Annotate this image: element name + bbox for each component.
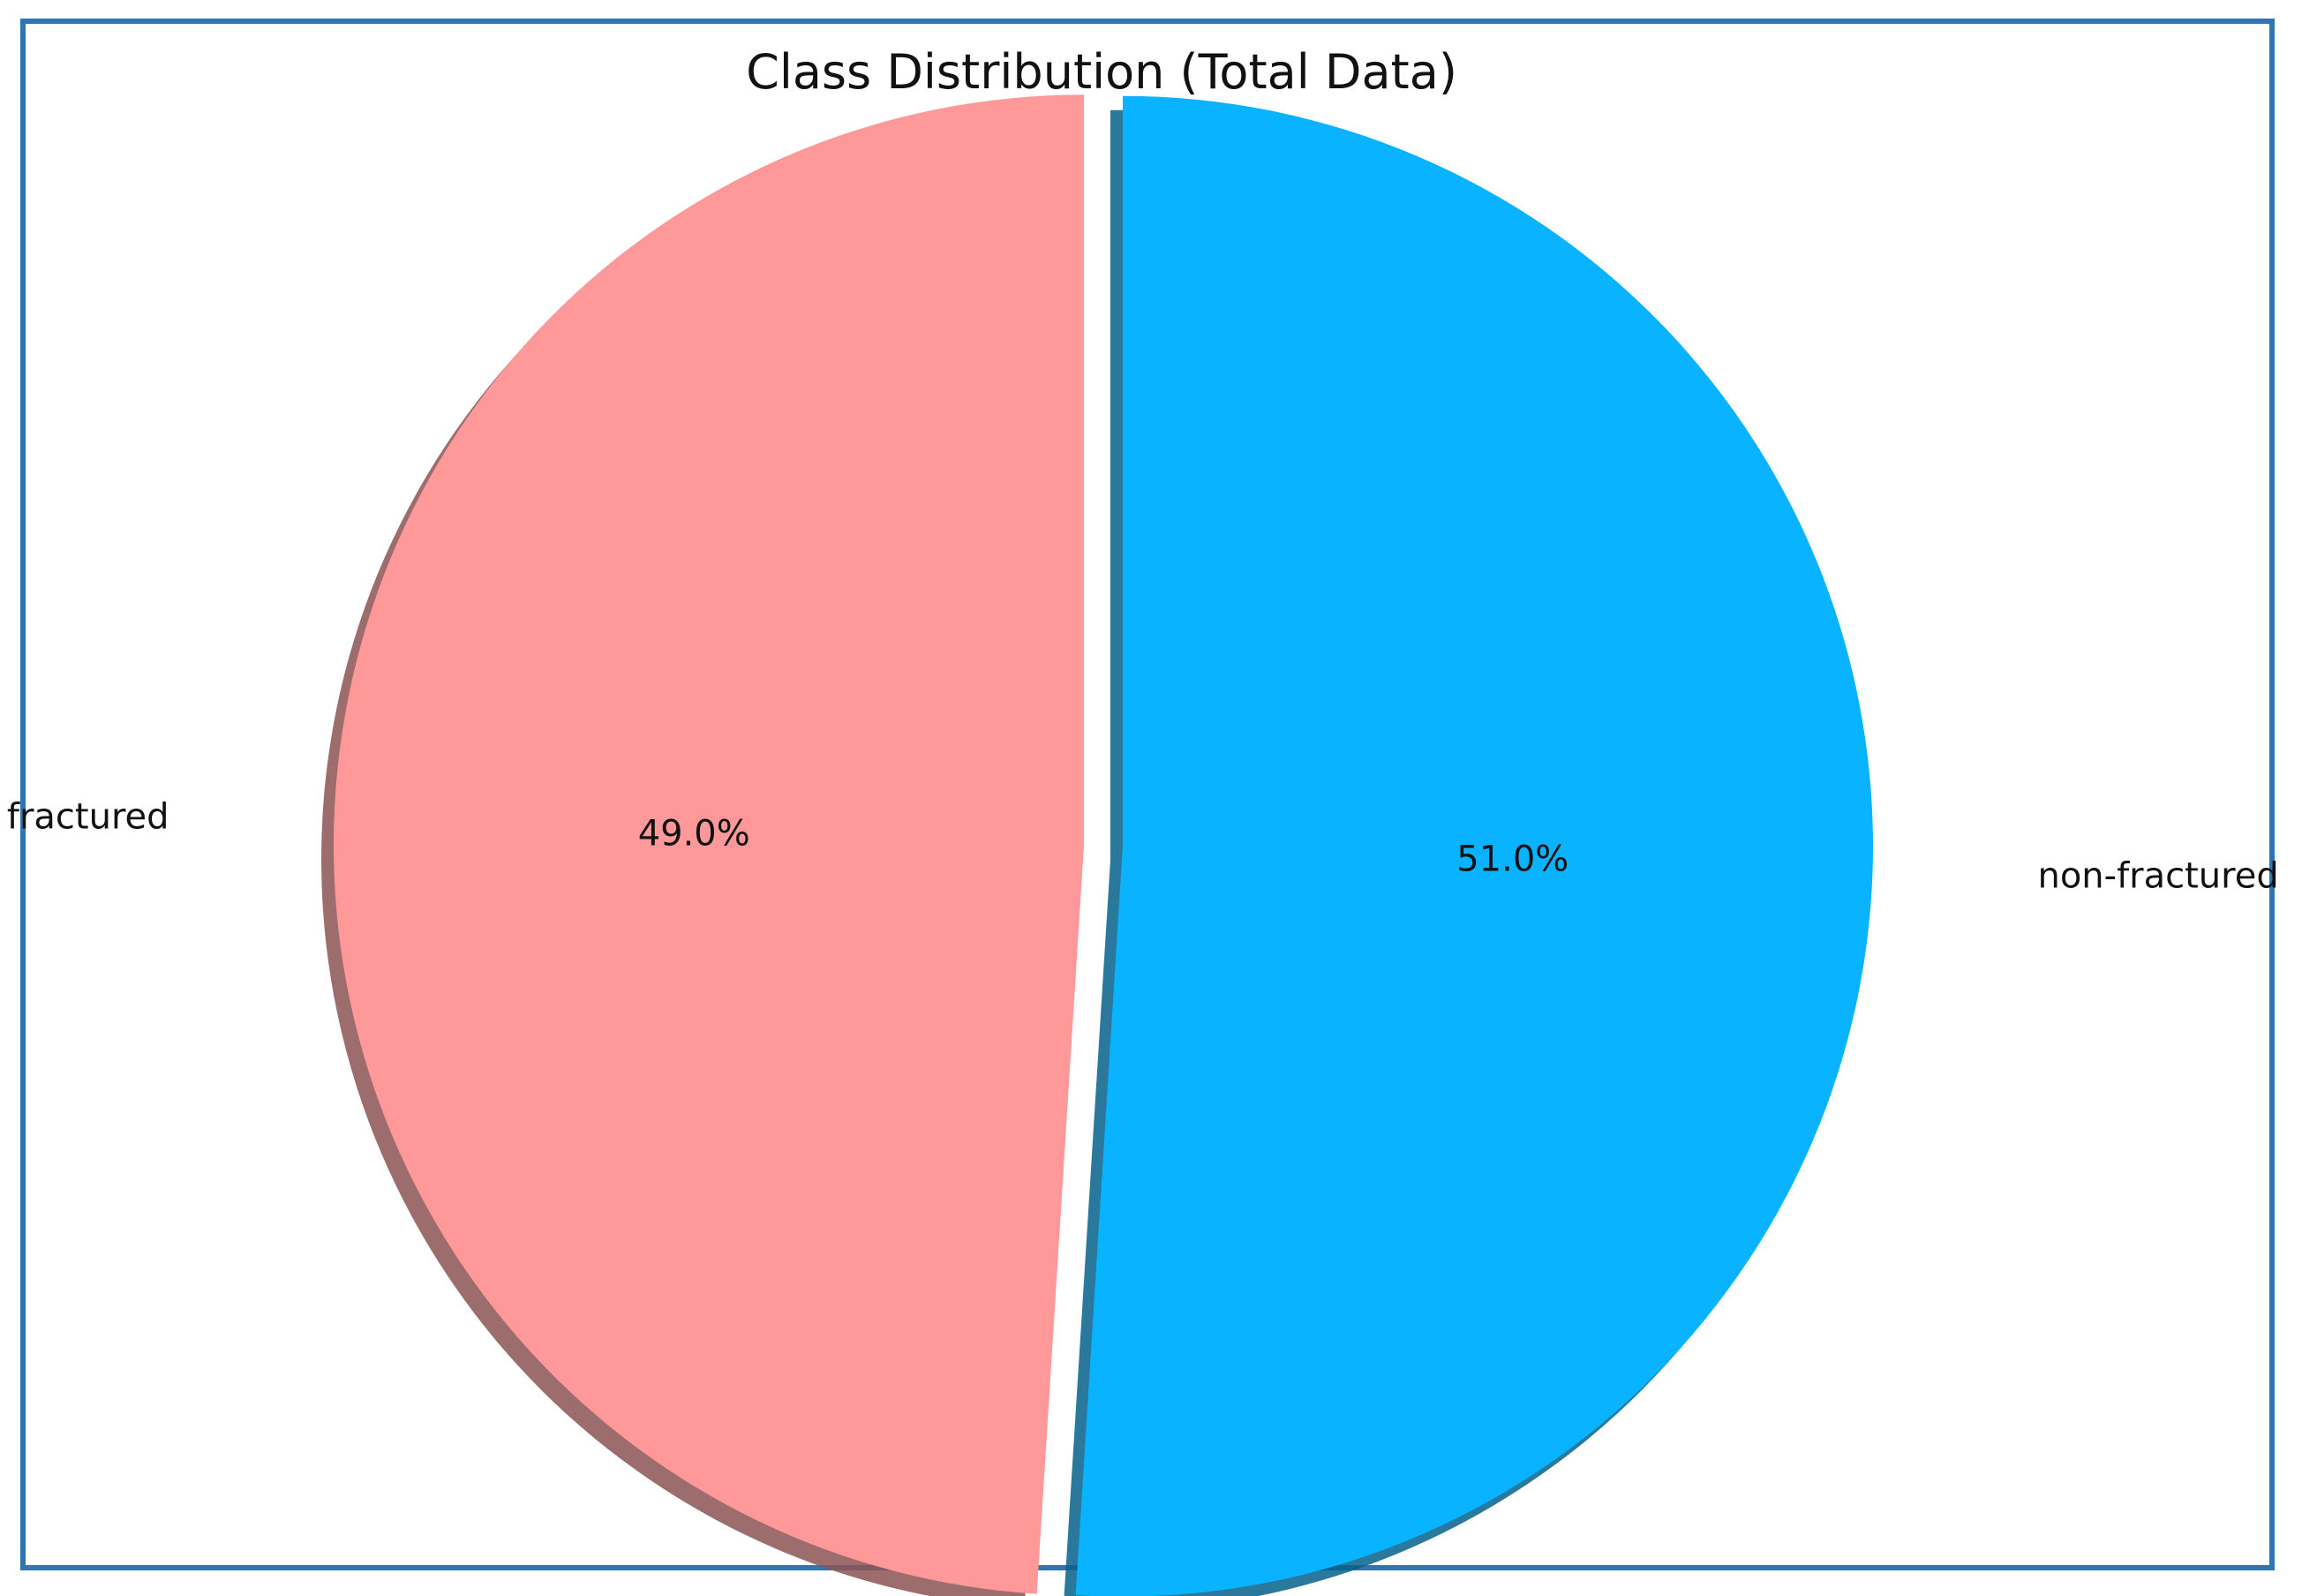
percent-label-non-fractured: 51.0% <box>1456 839 1569 880</box>
pie-slice-fractured <box>334 94 1085 1594</box>
pie-slice-layer <box>334 94 1873 1596</box>
chart-title: Class Distribution (Total Data) <box>746 44 1457 100</box>
slice-label-fractured: fractured <box>7 797 169 838</box>
pie-label-layer: 49.0% fractured 51.0% non-fractured <box>7 797 2279 897</box>
slice-label-non-fractured: non-fractured <box>2037 855 2278 896</box>
pie-slice-non-fractured <box>1075 95 1873 1596</box>
percent-label-fractured: 49.0% <box>638 813 750 854</box>
